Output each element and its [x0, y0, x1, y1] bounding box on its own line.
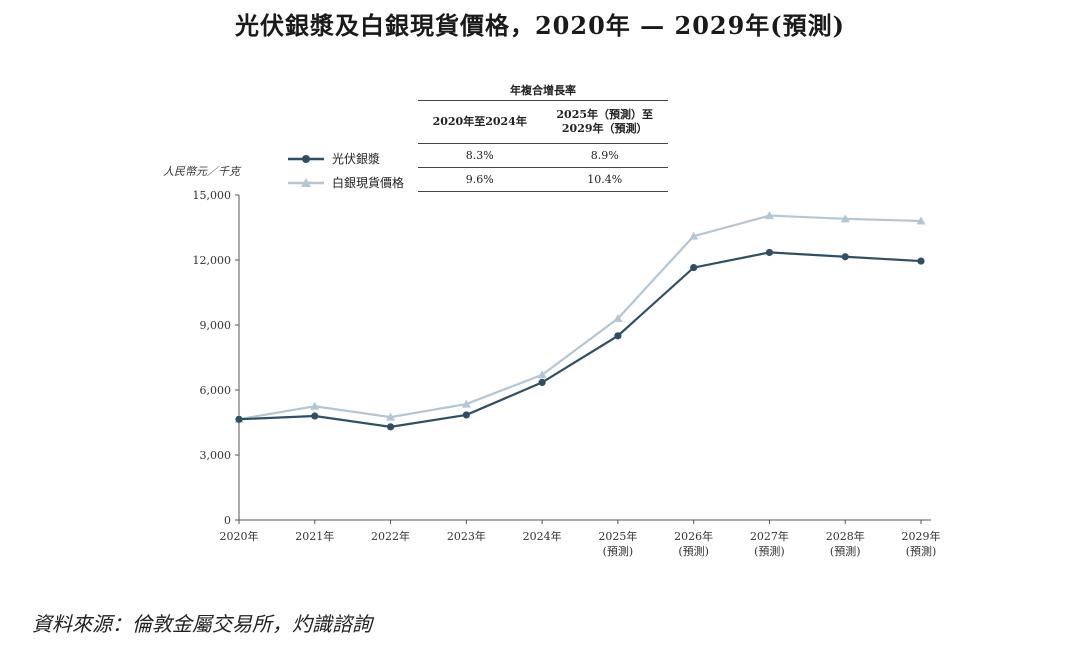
cagr-col2-line2: 2029年（預測）	[561, 122, 648, 135]
series-line-paste	[238, 251, 922, 428]
data-point-spot	[386, 412, 396, 421]
cagr-spot-v1: 9.6%	[418, 167, 542, 192]
data-point-paste	[386, 423, 395, 431]
legend-marker-triangle	[288, 177, 324, 187]
x-tick-label: 2023年	[447, 529, 486, 543]
y-tick-label: 12,000	[193, 254, 232, 267]
series-line-spot	[238, 214, 922, 421]
x-tick-sublabel: (預測)	[603, 544, 634, 558]
x-tick-label: 2020年	[220, 529, 259, 543]
chart-title: 光伏銀漿及白銀現貨價格，2020年 — 2029年(預測)	[234, 11, 845, 40]
x-tick-label: 2021年	[295, 529, 334, 543]
data-point-paste	[614, 332, 622, 340]
legend-label-paste: 光伏銀漿	[332, 152, 381, 166]
data-point-paste	[538, 378, 546, 387]
data-point-spot	[537, 370, 547, 379]
legend-item-paste: 光伏銀漿	[288, 150, 380, 167]
cagr-col2-header: 2025年（預測）至 2029年（預測）	[541, 100, 668, 144]
data-point-spot	[764, 211, 774, 220]
data-point-spot	[840, 214, 850, 223]
x-tick-label: 2026年	[674, 529, 713, 543]
x-tick-sublabel: (預測)	[906, 544, 937, 558]
source-note: 資料來源：倫敦金屬交易所，灼識諮詢	[32, 612, 372, 636]
cagr-col1-header: 2020年至2024年	[418, 100, 542, 144]
data-point-paste	[311, 412, 319, 420]
data-point-spot	[461, 399, 471, 408]
data-point-paste	[462, 411, 470, 419]
data-point-spot	[310, 401, 320, 410]
x-tick-label: 2028年	[826, 529, 865, 543]
data-point-spot	[613, 314, 623, 322]
x-tick-label: 2024年	[523, 529, 562, 543]
cagr-col2-line1: 2025年（預測）至	[556, 108, 654, 121]
data-point-paste	[917, 257, 925, 265]
data-point-paste	[765, 248, 774, 257]
x-tick-sublabel: (預測)	[678, 544, 709, 558]
y-tick-label: 6,000	[200, 384, 232, 397]
cagr-header: 年複合增長率	[418, 80, 668, 101]
cagr-spot-v2: 10.4%	[541, 167, 668, 192]
x-tick-label: 2022年	[371, 529, 410, 543]
data-point-paste	[235, 415, 243, 423]
cagr-row-paste: 8.3% 8.9%	[418, 143, 668, 168]
legend-marker-circle	[288, 154, 324, 163]
x-tick-label: 2029年	[902, 529, 941, 543]
y-tick-label: 9,000	[200, 319, 232, 332]
cagr-table: 年複合增長率 2020年至2024年 2025年（預測）至 2029年（預測） …	[418, 80, 668, 192]
y-tick-label: 3,000	[200, 449, 232, 462]
cagr-paste-v1: 8.3%	[418, 143, 542, 168]
x-tick-label: 2025年	[598, 529, 637, 543]
y-axis-label: 人民幣元／千克	[163, 165, 242, 178]
y-tick-label: 0	[224, 514, 231, 527]
cagr-paste-v2: 8.9%	[541, 143, 668, 168]
legend-label-spot: 白銀現貨價格	[332, 176, 405, 190]
data-point-paste	[841, 253, 849, 261]
x-tick-sublabel: (預測)	[830, 544, 861, 558]
x-tick-label: 2027年	[750, 529, 789, 543]
x-tick-sublabel: (預測)	[754, 544, 785, 558]
data-point-spot	[916, 216, 926, 225]
legend-item-spot: 白銀現貨價格	[288, 174, 404, 191]
data-point-paste	[690, 263, 698, 272]
y-tick-label: 15,000	[193, 189, 232, 202]
data-point-spot	[689, 231, 699, 240]
cagr-row-spot: 9.6% 10.4%	[418, 167, 668, 192]
